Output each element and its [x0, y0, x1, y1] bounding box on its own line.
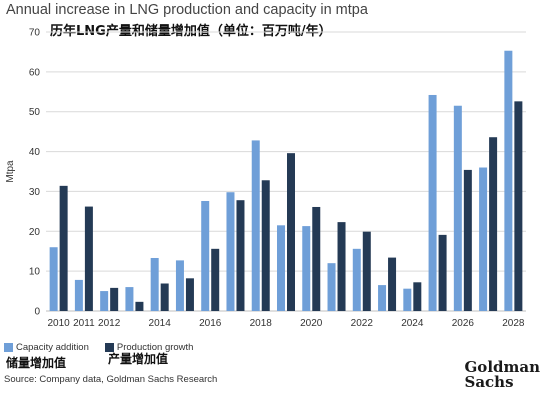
production-bar-2024 [413, 282, 422, 311]
capacity-bar-2017 [226, 192, 235, 311]
capacity-bar-2013 [125, 287, 134, 311]
production-bar-2017 [236, 200, 245, 311]
legend-capacity: Capacity addition [4, 342, 89, 353]
goldman-sachs-logo: Goldman Sachs [465, 360, 541, 390]
capacity-bar-2021 [327, 263, 336, 311]
production-bar-2012 [110, 287, 119, 311]
capacity-bar-2026 [453, 105, 462, 311]
x-tick-label-2012: 2012 [98, 318, 121, 329]
production-bar-2021 [337, 222, 346, 311]
x-tick-label-2016: 2016 [199, 318, 222, 329]
production-bar-2010 [59, 185, 68, 311]
production-bar-2019 [287, 153, 295, 311]
capacity-bar-2027 [479, 167, 488, 311]
capacity-bar-2025 [428, 94, 437, 311]
capacity-bar-2010 [49, 247, 58, 311]
y-tick-label: 30 [29, 187, 41, 198]
production-bar-2014 [160, 283, 169, 311]
legend-production-label: Production growth [116, 342, 194, 353]
legend-capacity-label: Capacity addition [16, 342, 89, 353]
legend-capacity-swatch [4, 343, 13, 352]
x-tick-label-2011: 2011 [73, 318, 95, 329]
production-bar-2022 [362, 231, 371, 311]
capacity-note-chinese: 储量增加值 [6, 356, 67, 370]
y-tick-label: 70 [29, 28, 41, 39]
legend-production-swatch [104, 343, 114, 352]
logo-line-2: Sachs [464, 373, 514, 391]
x-tick-label-2024: 2024 [401, 318, 424, 329]
bar-chart: 0 10 20 30 40 50 60 70 Mtpa 2010 2011 2012 2014 2016 2… [5, 28, 526, 329]
production-bar-2027 [489, 137, 498, 311]
production-bar-2023 [388, 257, 397, 311]
production-bar-2016 [211, 248, 220, 311]
capacity-bar-2014 [150, 257, 159, 311]
capacity-bar-2020 [302, 226, 311, 311]
chart-title: Annual increase in LNG production and ca… [6, 2, 368, 18]
x-tick-label-2026: 2026 [452, 318, 475, 329]
legend: Capacity addition Production growth [4, 342, 209, 353]
production-bar-2028 [514, 101, 523, 311]
capacity-bar-2012 [100, 291, 109, 311]
x-tick-label-2022: 2022 [351, 318, 374, 329]
y-tick-label: 60 [29, 67, 41, 78]
capacity-bar-2022 [352, 248, 361, 311]
capacity-bar-2028 [504, 50, 513, 312]
y-tick-label: 0 [34, 307, 40, 318]
x-tick-label-2020: 2020 [300, 318, 323, 329]
capacity-bar-2019 [277, 225, 285, 311]
capacity-bar-2016 [201, 200, 210, 311]
production-bar-2015 [185, 278, 194, 311]
y-tick-label: 40 [29, 147, 41, 158]
y-tick-label: 10 [29, 267, 41, 278]
production-bar-2025 [438, 234, 447, 311]
logo-line-1: Goldman [464, 358, 541, 376]
production-bar-2018 [261, 180, 270, 311]
production-bar-2020 [312, 206, 321, 311]
source-note: Source: Company data, Goldman Sachs Rese… [4, 374, 218, 385]
production-note-chinese: 产量增加值 [108, 352, 169, 366]
x-tick-label-2018: 2018 [250, 318, 273, 329]
capacity-bar-2024 [403, 288, 412, 311]
capacity-bar-2023 [378, 285, 387, 311]
production-bar-2026 [463, 169, 472, 311]
x-tick-label-2014: 2014 [149, 318, 172, 329]
legend-production: Production growth [104, 342, 194, 353]
capacity-bar-2018 [251, 140, 260, 311]
x-tick-label-2010: 2010 [48, 318, 71, 329]
y-tick-label: 50 [29, 107, 41, 118]
capacity-bar-2011 [74, 279, 83, 311]
capacity-bar-2015 [175, 260, 184, 311]
x-tick-label-2028: 2028 [502, 318, 525, 329]
y-axis-label: Mtpa [5, 160, 16, 183]
y-tick-label: 20 [29, 227, 41, 238]
production-bar-2013 [135, 301, 144, 311]
production-bar-2011 [84, 206, 93, 311]
